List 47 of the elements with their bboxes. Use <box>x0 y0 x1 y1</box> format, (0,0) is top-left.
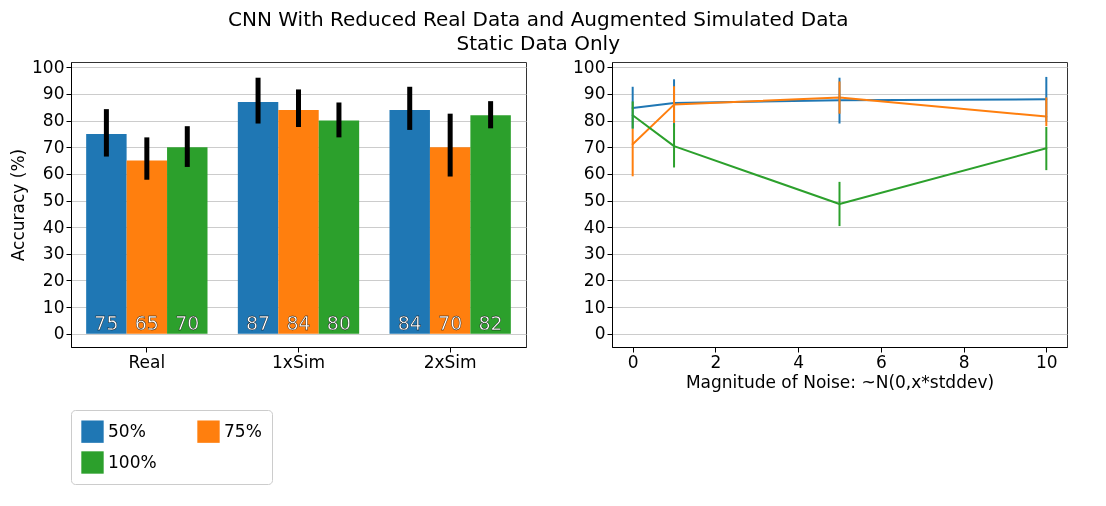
chart-title: CNN With Reduced Real Data and Augmented Simulated Data <box>228 6 849 31</box>
x-tick-label: 10 <box>1036 351 1058 372</box>
data-label: 84 <box>397 311 422 334</box>
x-tick-label: 6 <box>875 351 887 372</box>
y-tick-label: 80 <box>42 110 65 131</box>
y-tick-label: 10 <box>42 296 65 317</box>
y-tick-label: 90 <box>42 83 65 104</box>
x-tick-label: Real <box>128 351 166 372</box>
x-tick-label: 0 <box>627 351 639 372</box>
y-tick-label: 80 <box>583 110 606 131</box>
x-tick-label: 2xSim <box>423 351 477 372</box>
x-tick-label: 4 <box>793 351 805 372</box>
data-label: 80 <box>326 311 352 334</box>
x-tick-label: 2 <box>710 351 722 372</box>
y-tick-label: 0 <box>594 323 606 344</box>
data-label: 75 <box>94 311 119 334</box>
y-tick-label: 20 <box>583 269 606 290</box>
data-label: 70 <box>438 311 463 334</box>
y-tick-label: 10 <box>583 296 606 317</box>
y-tick-label: 60 <box>583 163 606 184</box>
data-label: 82 <box>478 311 503 334</box>
y-tick-label: 100 <box>32 56 65 77</box>
x-axis-title: Magnitude of Noise: ~N(0,x*stddev) <box>685 371 995 392</box>
y-tick-label: 40 <box>42 216 65 237</box>
y-tick-label: 70 <box>42 136 65 157</box>
y-tick-label: 30 <box>583 243 606 264</box>
data-label: 70 <box>175 311 200 334</box>
y-tick-label: 90 <box>583 83 606 104</box>
legend-label: 100% <box>108 451 157 472</box>
data-label: 87 <box>245 311 271 334</box>
x-tick-label: 1xSim <box>272 351 325 372</box>
y-tick-label: 30 <box>42 243 65 264</box>
y-tick-label: 100 <box>573 56 606 77</box>
legend-label: 75% <box>224 420 262 441</box>
data-label: 84 <box>286 311 311 334</box>
y-axis-title: Accuracy (%) <box>8 148 29 262</box>
y-tick-label: 50 <box>583 190 606 210</box>
y-tick-label: 20 <box>42 269 65 290</box>
legend-label: 50% <box>108 420 146 441</box>
x-tick-label: 8 <box>958 351 970 372</box>
chart-subtitle: Static Data Only <box>456 30 621 55</box>
y-tick-label: 40 <box>583 216 606 237</box>
y-tick-label: 0 <box>53 323 65 344</box>
data-label: 65 <box>134 311 159 334</box>
y-tick-label: 60 <box>42 163 65 184</box>
y-tick-label: 50 <box>42 190 65 210</box>
y-tick-label: 70 <box>583 136 606 157</box>
